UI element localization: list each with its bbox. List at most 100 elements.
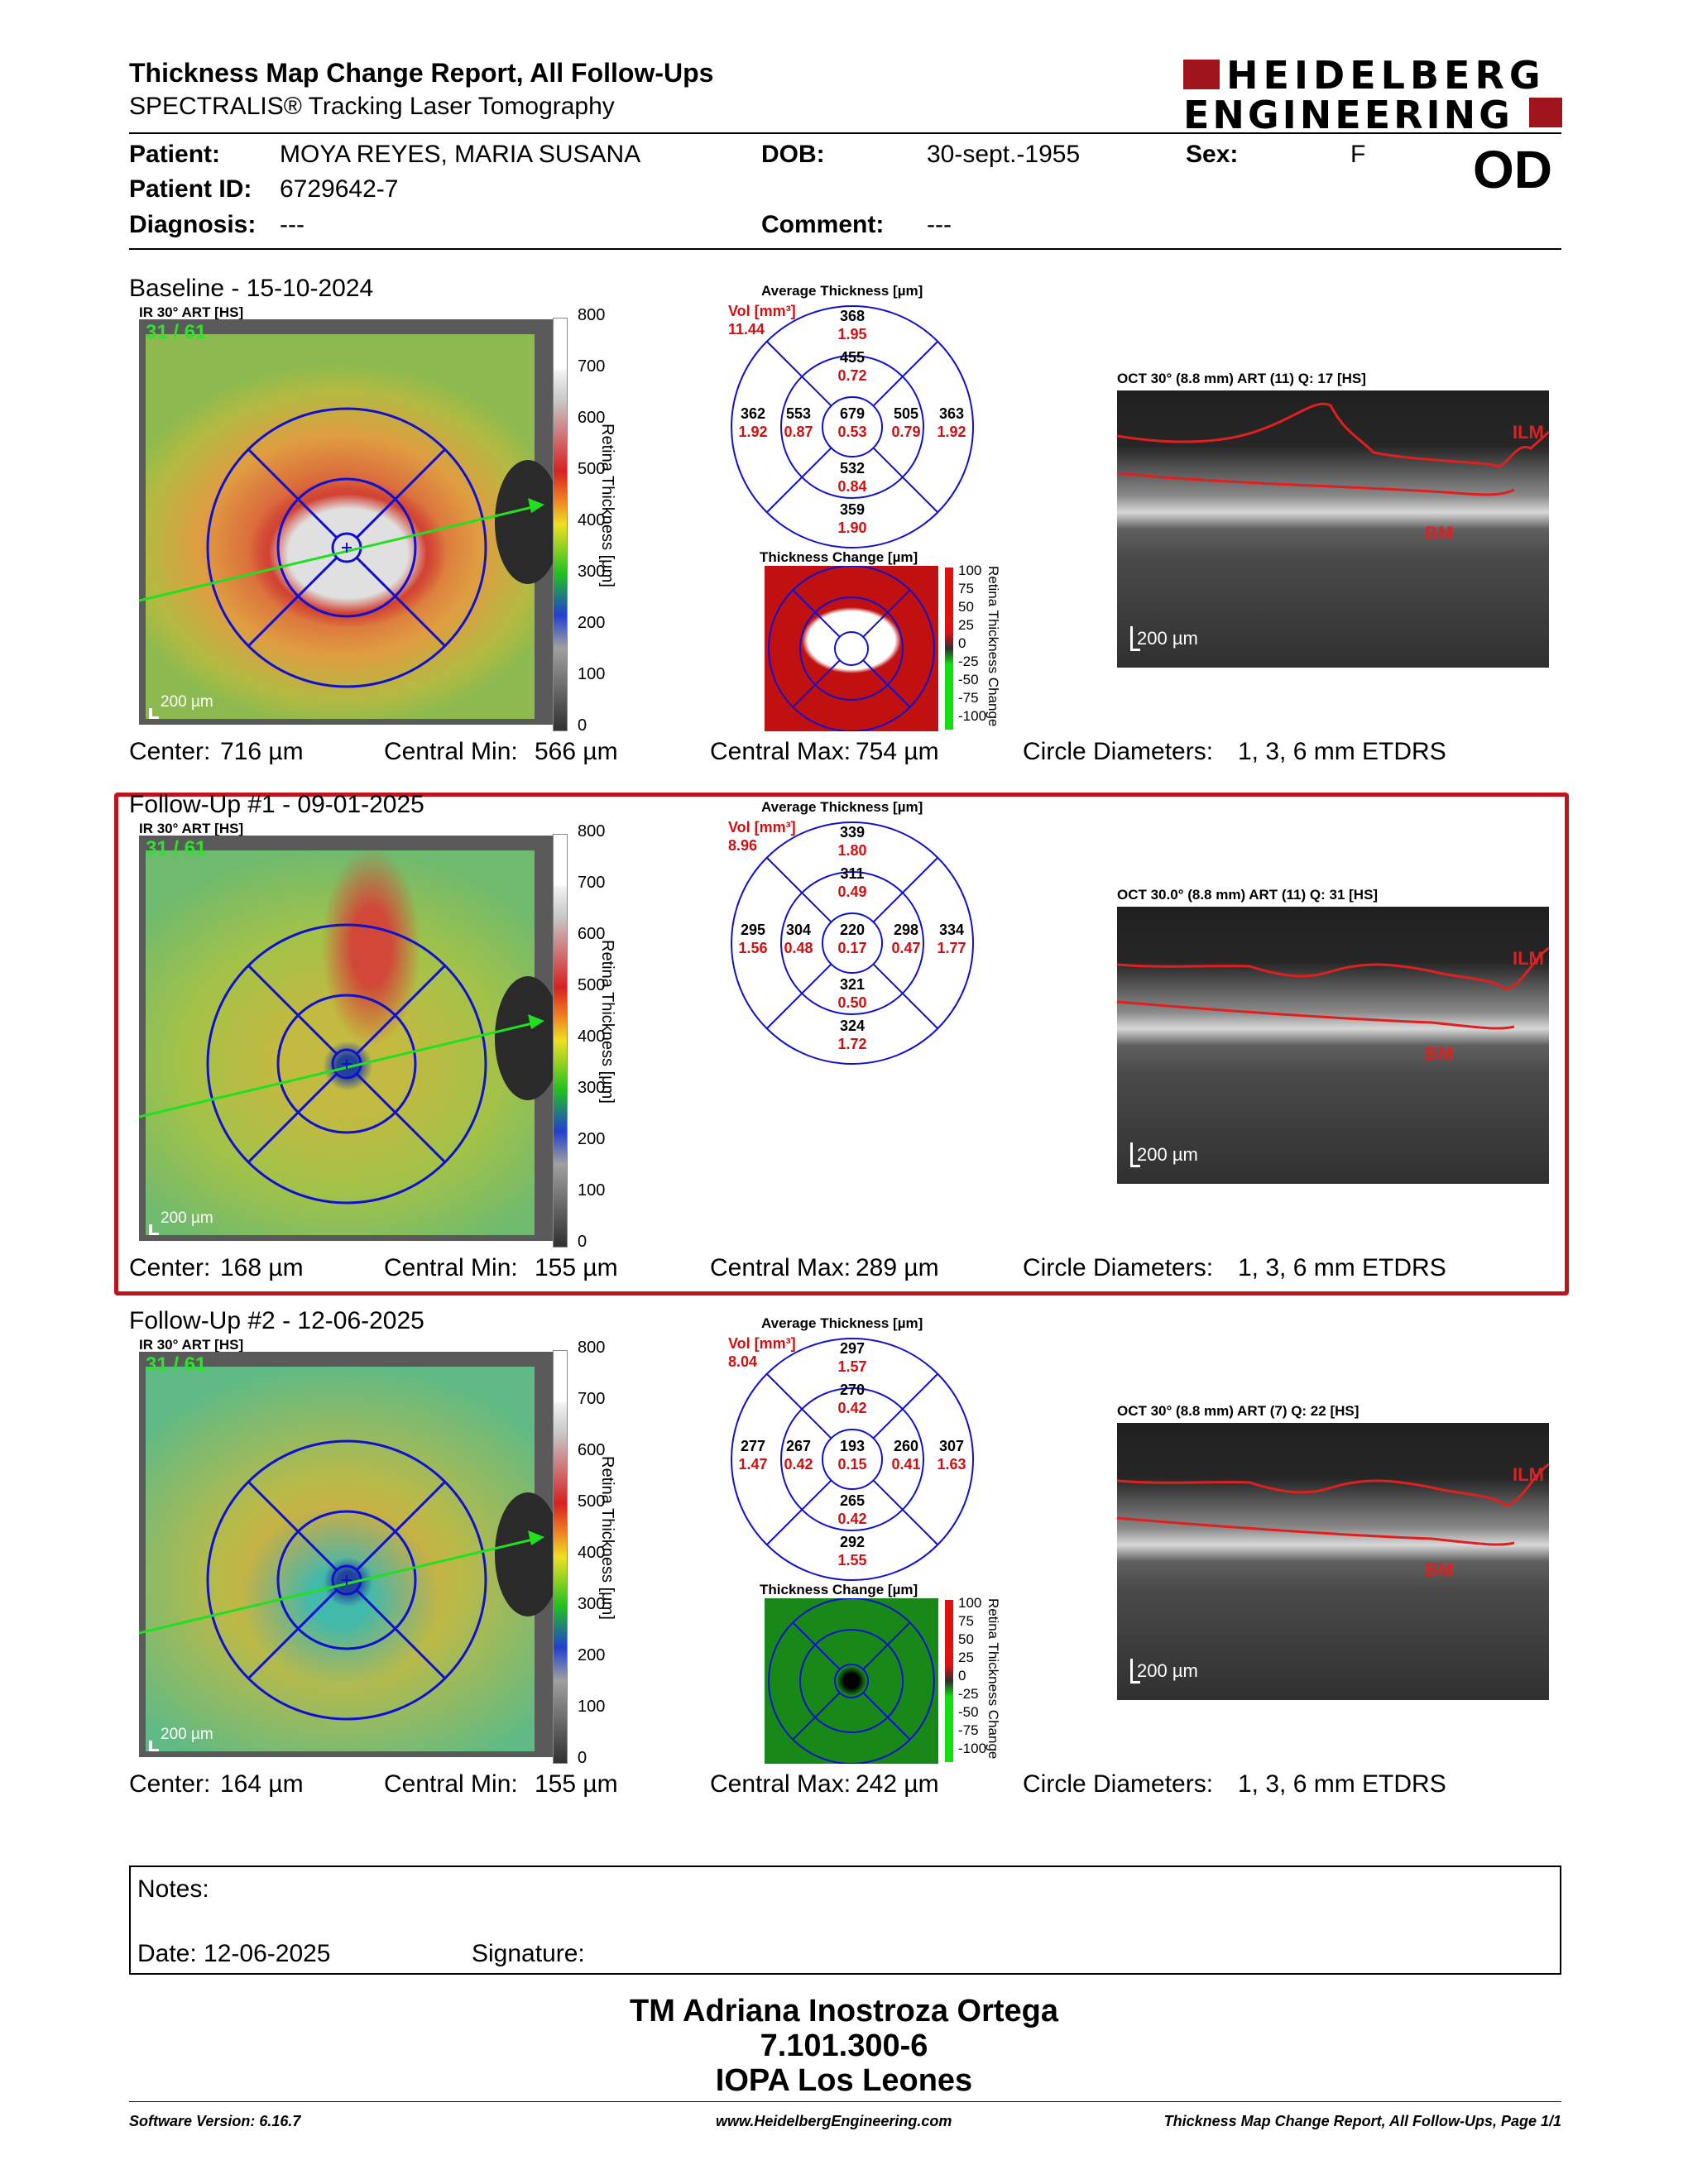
oct-scale-bar-h: [1130, 1681, 1140, 1684]
grid-inner_sup-thickness: 270: [840, 1382, 865, 1398]
grid-outer_temp-volume: 1.92: [738, 424, 767, 440]
center-label: Center:: [129, 1770, 211, 1798]
eye-od: OD: [1473, 140, 1552, 199]
colorbar-tick: 100: [578, 1698, 606, 1716]
diagnosis-label: Diagnosis:: [129, 211, 257, 238]
vol-total: 11.44: [728, 321, 765, 338]
oct-bscan-image[interactable]: ILM BM 200 µm: [1117, 1423, 1549, 1700]
grid-inner_inf-volume: 0.42: [837, 1511, 866, 1527]
exam-title: Follow-Up #2 - 12-06-2025: [129, 1307, 424, 1334]
software-version: Software Version: 6.16.7: [129, 2113, 301, 2129]
grid-inner_nas-thickness: 260: [894, 1438, 918, 1454]
grid-center-thickness: 220: [840, 922, 865, 938]
change-tick: -25: [958, 1686, 979, 1702]
grid-inner_nas-volume: 0.47: [891, 940, 920, 956]
oct-label: OCT 30° (8.8 mm) ART (7) Q: 22 [HS]: [1117, 1403, 1360, 1419]
vol-total: 8.96: [728, 837, 758, 854]
colorbar-tick: 200: [578, 1130, 606, 1148]
colorbar-tick: 600: [578, 925, 606, 943]
colorbar-tick: 200: [578, 1646, 606, 1664]
central-min-value: 155 µm: [535, 1770, 618, 1798]
grid-outer_inf-thickness: 292: [840, 1534, 865, 1550]
patient-id: 6729642-7: [280, 175, 399, 203]
change-bar-title: Retina Thickness Change: [985, 1598, 1001, 1760]
change-tick: 0: [958, 635, 966, 651]
ir-fundus-image[interactable]: 31 / 61 200 µm: [139, 319, 565, 725]
thickness-change-map[interactable]: [765, 1598, 938, 1764]
ir-fundus-image[interactable]: 31 / 61 200 µm: [139, 836, 565, 1241]
oct-scale-label: 200 µm: [1137, 628, 1198, 649]
oct-layers: [1117, 402, 1549, 496]
grid-inner_inf-thickness: 532: [840, 460, 865, 477]
sex-value: F: [1350, 141, 1366, 168]
optic-disc: [495, 460, 561, 584]
central-min-value: 566 µm: [535, 738, 618, 765]
change-tick: -50: [958, 672, 979, 687]
center-value: 716 µm: [220, 738, 304, 765]
grid-outer_temp-volume: 1.47: [738, 1456, 767, 1473]
notes-label: Notes:: [137, 1875, 209, 1903]
circle-diameters-value: 1, 3, 6 mm ETDRS: [1238, 738, 1446, 765]
patient-label: Patient:: [129, 141, 221, 168]
oct-scale-bar-v: [1130, 626, 1133, 651]
grid-inner_inf-thickness: 321: [840, 976, 865, 993]
oct-layers: [1117, 1463, 1549, 1546]
scale-bar-v: [149, 1224, 152, 1234]
thickness-colorbar: [553, 318, 568, 731]
grid-outer_inf-volume: 1.72: [837, 1036, 866, 1052]
ilm-label: ILM: [1513, 948, 1544, 969]
grid-inner_temp-volume: 0.42: [784, 1456, 813, 1473]
change-tick: -25: [958, 654, 979, 669]
colorbar-tick: 500: [578, 460, 606, 478]
exam-followup-1: Follow-Up #1 - 09-01-2025 IR 30° ART [HS]…: [0, 791, 1688, 1287]
avg-thickness-title: Average Thickness [µm]: [761, 283, 923, 299]
change-tick: 100: [958, 563, 982, 578]
oct-layers: [1117, 946, 1549, 1030]
central-max-label: Central Max:: [710, 738, 851, 765]
scale-bar-v: [149, 1741, 152, 1751]
change-tick: 50: [958, 599, 974, 615]
ir-fundus-image[interactable]: 31 / 61 200 µm: [139, 1352, 565, 1757]
colorbar-tick: 700: [578, 1390, 606, 1408]
oct-scale-bar-h: [1130, 1165, 1140, 1167]
grid-outer_inf-thickness: 359: [840, 501, 865, 518]
oct-bscan-image[interactable]: ILM BM 200 µm: [1117, 907, 1549, 1184]
grid-inner_sup-volume: 0.72: [837, 367, 866, 384]
ir-counter: 31 / 61: [146, 321, 207, 343]
grid-inner_nas-thickness: 505: [894, 405, 918, 422]
colorbar-tick: 300: [578, 1079, 606, 1097]
grid-outer_nas-volume: 1.63: [937, 1456, 966, 1473]
thickness-change-map[interactable]: [765, 566, 938, 731]
oct-label: OCT 30° (8.8 mm) ART (11) Q: 17 [HS]: [1117, 371, 1366, 386]
notes-box[interactable]: Notes: Date: 12-06-2025 Signature:: [129, 1866, 1561, 1975]
grid-center-thickness: 193: [840, 1438, 865, 1454]
change-tick: 0: [958, 1668, 966, 1684]
vol-label: Vol [mm³]: [728, 819, 796, 836]
colorbar-tick: 300: [578, 1595, 606, 1613]
exam-title: Baseline - 15-10-2024: [129, 275, 374, 302]
header-rule: [129, 132, 1561, 134]
website-link[interactable]: www.HeidelbergEngineering.com: [716, 2113, 952, 2129]
page-info: Thickness Map Change Report, All Follow-…: [1163, 2113, 1561, 2129]
change-tick: -100: [958, 708, 987, 724]
grid-inner_sup-volume: 0.42: [837, 1400, 866, 1416]
colorbar-tick: 0: [578, 716, 587, 735]
colorbar-tick: 700: [578, 874, 606, 892]
oct-bscan-image[interactable]: ILM BM 200 µm: [1117, 390, 1549, 668]
colorbar-tick: 100: [578, 665, 606, 683]
grid-inner_temp-thickness: 267: [786, 1438, 811, 1454]
colorbar-tick: 800: [578, 306, 606, 324]
change-etdrs-overlay: [768, 566, 935, 731]
scale-label: 200 µm: [161, 1726, 213, 1743]
patient-rule: [129, 248, 1561, 250]
colorbar-tick: 0: [578, 1749, 587, 1767]
grid-inner_temp-thickness: 304: [786, 922, 811, 938]
central-min-label: Central Min:: [384, 1770, 518, 1798]
colorbar-title: Retina Thickness [µm]: [598, 424, 616, 587]
scale-label: 200 µm: [161, 1209, 213, 1227]
grid-outer_nas-volume: 1.77: [937, 940, 966, 956]
colorbar-tick: 600: [578, 409, 606, 427]
vol-total: 8.04: [728, 1353, 758, 1370]
change-colorbar: [945, 568, 953, 730]
change-title: Thickness Change [µm]: [760, 1582, 918, 1597]
